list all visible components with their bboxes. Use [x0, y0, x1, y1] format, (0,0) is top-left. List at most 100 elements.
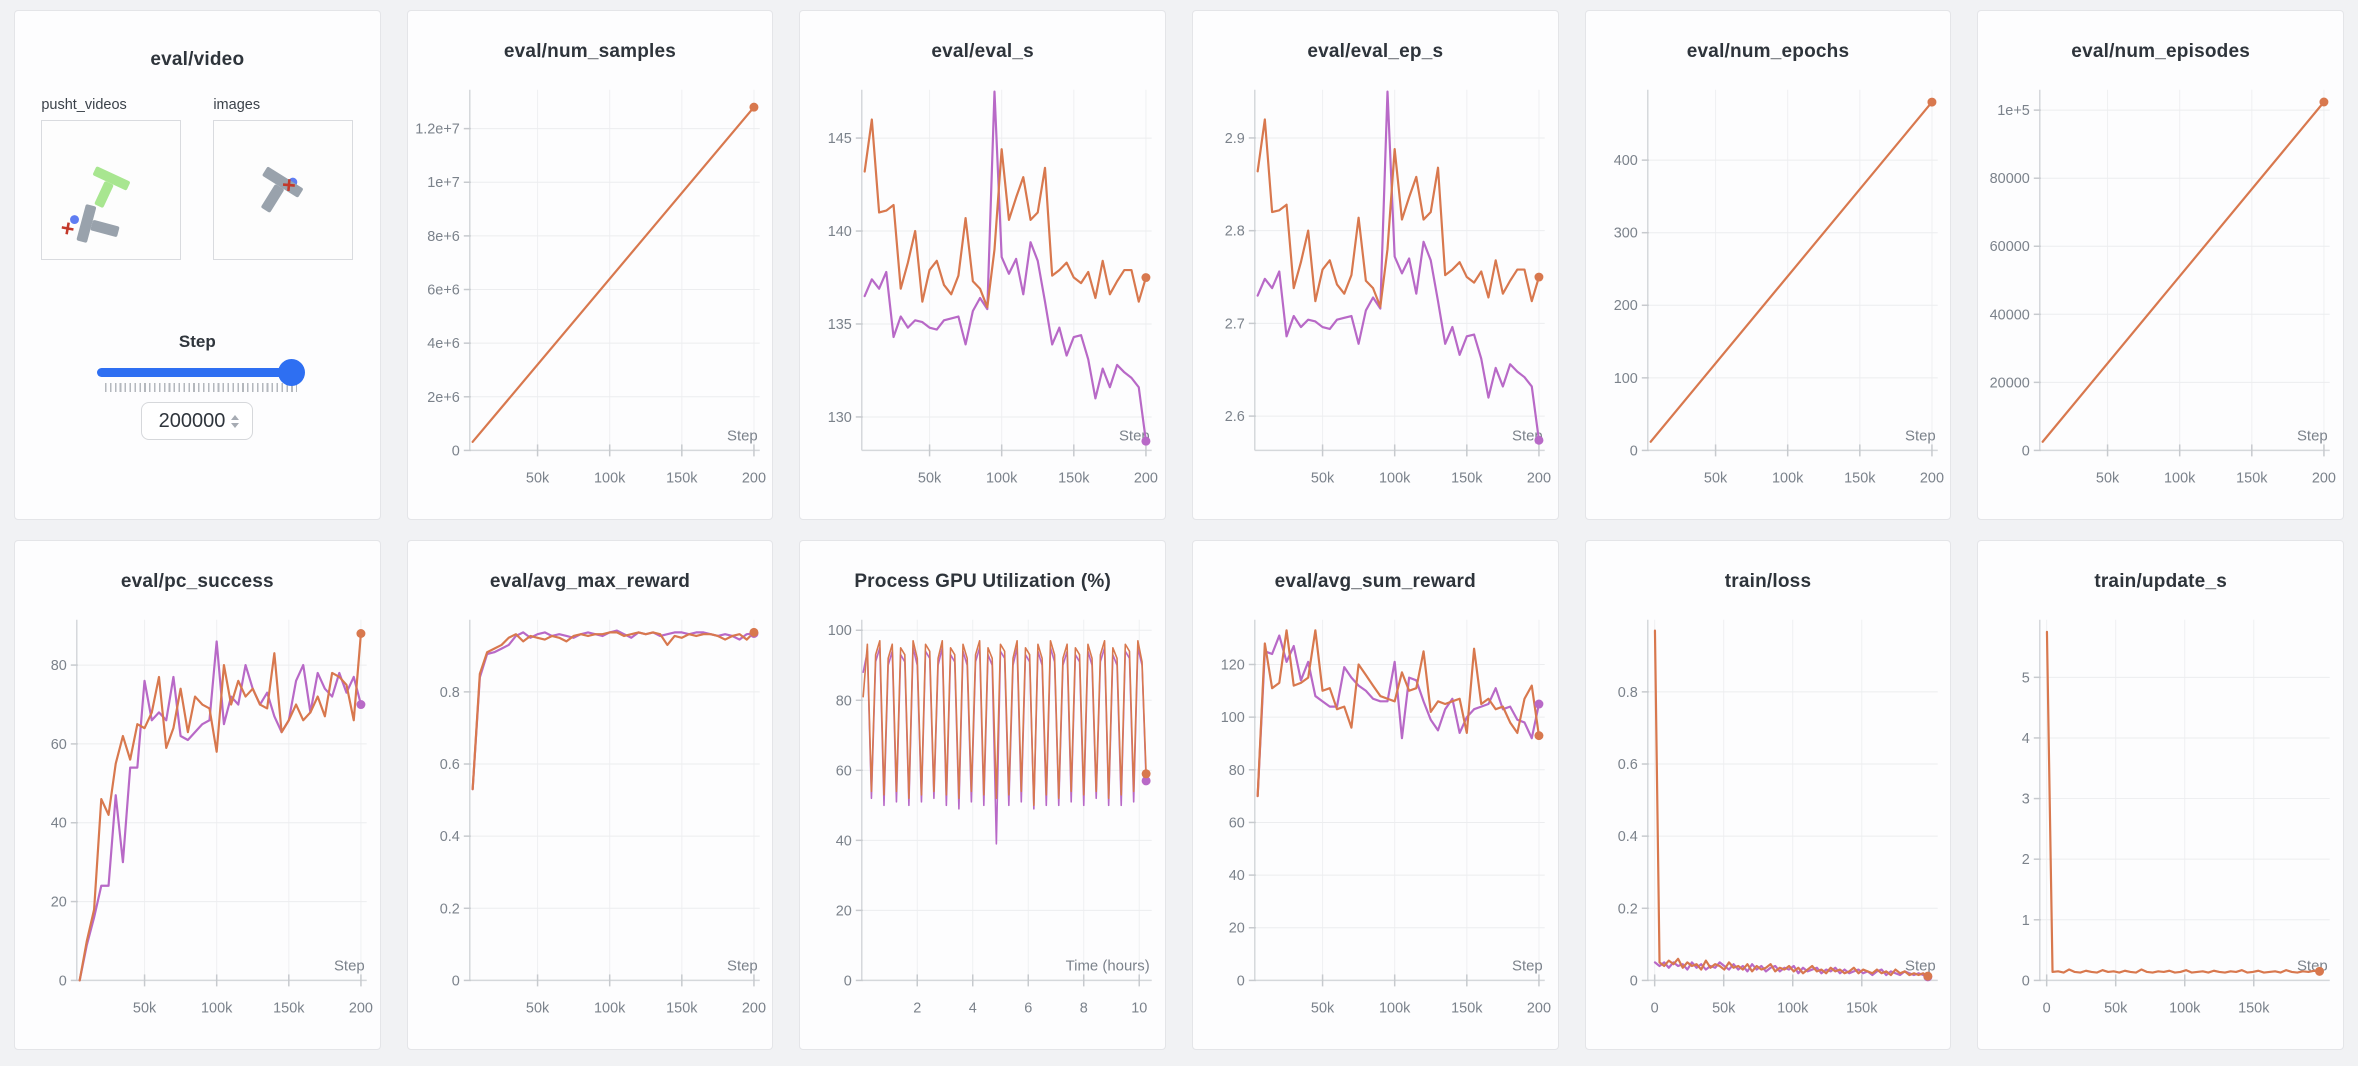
svg-text:130: 130	[828, 410, 852, 426]
panel-title: eval/avg_max_reward	[489, 571, 691, 592]
svg-text:2: 2	[2022, 852, 2030, 868]
svg-text:60: 60	[836, 763, 852, 779]
line-chart-eval-num-episodes[interactable]: 50k 100k 150k 200 0 20000 40000 60000 80000 1e+5 S…	[1978, 69, 2343, 513]
svg-text:150k: 150k	[666, 470, 698, 486]
svg-text:40: 40	[836, 833, 852, 849]
svg-text:Step: Step	[727, 427, 758, 444]
svg-text:2.6: 2.6	[1225, 409, 1245, 425]
svg-text:20: 20	[51, 895, 67, 911]
svg-text:145: 145	[828, 131, 852, 147]
svg-text:0.4: 0.4	[439, 829, 459, 845]
svg-text:60: 60	[1229, 815, 1245, 831]
pusht-video-thumbnail[interactable]	[41, 120, 182, 260]
svg-text:100k: 100k	[1772, 470, 1804, 486]
svg-text:0.8: 0.8	[1617, 685, 1637, 701]
svg-text:1: 1	[2022, 913, 2030, 929]
panel-title: eval/eval_ep_s	[1307, 41, 1444, 62]
line-chart-train-loss[interactable]: 0 50k 100k 150k 0 0.2 0.4 0.6 0.8 Step	[1586, 599, 1951, 1043]
line-chart-eval-num-samples[interactable]: 50k 100k 150k 200 0 2e+6 4e+6 6e+6 8e+6 1e+7 1.2e+…	[408, 69, 773, 513]
svg-text:1e+7: 1e+7	[427, 175, 460, 191]
svg-text:5: 5	[2022, 670, 2030, 686]
images-thumbnail[interactable]	[213, 120, 354, 260]
panel-eval-eval-s: eval/eval_s 50k 100k 150k 200 130 135 140 145 St…	[799, 10, 1166, 520]
line-chart-eval-pc-success[interactable]: 50k 100k 150k 200 0 20 40 60 80 Step	[15, 599, 380, 1043]
svg-text:0: 0	[451, 443, 459, 459]
panel-title: eval/num_samples	[503, 41, 677, 62]
panel-title: Process GPU Utilization (%)	[854, 571, 1111, 592]
svg-text:200: 200	[1920, 470, 1944, 486]
svg-text:50k: 50k	[1712, 1000, 1736, 1016]
step-slider-label: Step	[178, 332, 216, 351]
svg-text:400: 400	[1613, 153, 1637, 169]
line-chart-eval-avg-sum-reward[interactable]: 50k 100k 150k 200 0 20 40 60 80 100 120 Step	[1193, 599, 1558, 1043]
svg-text:20: 20	[1229, 921, 1245, 937]
svg-text:0.6: 0.6	[1617, 757, 1637, 773]
panel-title: eval/video	[150, 49, 245, 70]
line-chart-eval-avg-max-reward[interactable]: 50k 100k 150k 200 0 0.2 0.4 0.6 0.8 Step	[408, 599, 773, 1043]
svg-text:4e+6: 4e+6	[427, 336, 460, 352]
step-up-icon[interactable]	[231, 414, 240, 420]
stepper-arrows[interactable]	[231, 414, 240, 428]
svg-text:120: 120	[1221, 657, 1245, 673]
panel-eval-pc-success: eval/pc_success 50k 100k 150k 200 0 20 40 60 80 S…	[14, 540, 381, 1050]
step-slider-ruler	[105, 383, 298, 392]
svg-text:100k: 100k	[1379, 1000, 1411, 1016]
panel-eval-avg-sum-reward: eval/avg_sum_reward 50k 100k 150k 200 0 20 40 6…	[1191, 540, 1559, 1050]
svg-text:300: 300	[1613, 226, 1637, 242]
panel-eval-num-episodes: eval/num_episodes 50k 100k 150k 200 0 20000 40…	[1977, 10, 2344, 520]
svg-text:100k: 100k	[2169, 1000, 2201, 1016]
panel-title: eval/num_episodes	[2071, 41, 2250, 62]
svg-text:0: 0	[844, 973, 852, 989]
panel-eval-video: eval/video pusht_videos	[14, 10, 381, 520]
svg-text:20: 20	[836, 903, 852, 919]
svg-text:0: 0	[1629, 443, 1637, 459]
svg-text:150k: 150k	[1451, 1000, 1483, 1016]
panel-eval-eval-ep-s: eval/eval_ep_s 50k 100k 150k 200 2.6 2.7 2.8 2.…	[1191, 10, 1559, 520]
step-number-field[interactable]	[141, 402, 254, 440]
panel-eval-avg-max-reward: eval/avg_max_reward 50k 100k 150k 200 0 0.2 0.…	[406, 540, 774, 1050]
step-number-input[interactable]	[155, 409, 226, 433]
svg-text:Step: Step	[727, 957, 758, 974]
svg-text:80000: 80000	[1990, 171, 2030, 187]
svg-text:8e+6: 8e+6	[427, 229, 460, 245]
svg-text:2.8: 2.8	[1225, 224, 1245, 240]
panel-title: eval/avg_sum_reward	[1274, 571, 1476, 592]
svg-text:2.7: 2.7	[1225, 316, 1245, 332]
step-down-icon[interactable]	[231, 422, 240, 428]
svg-text:100: 100	[1613, 371, 1637, 387]
svg-text:2.9: 2.9	[1225, 131, 1245, 147]
svg-text:6e+6: 6e+6	[427, 283, 460, 299]
svg-text:140: 140	[828, 224, 852, 240]
svg-text:0: 0	[2022, 443, 2030, 459]
svg-text:10: 10	[1132, 1000, 1148, 1016]
svg-text:150k: 150k	[2238, 1000, 2270, 1016]
svg-text:Step: Step	[2297, 427, 2328, 444]
pusht-image	[261, 167, 304, 213]
svg-text:100k: 100k	[1379, 470, 1411, 486]
step-slider-track[interactable]	[97, 359, 306, 386]
svg-text:50k: 50k	[918, 470, 942, 486]
thumbnail-label: images	[213, 97, 261, 113]
panel-train-update-s: train/update_s 0 50k 100k 150k 0 1 2 3 4 5 Step	[1977, 540, 2344, 1050]
svg-text:0.4: 0.4	[1617, 829, 1637, 845]
panel-title: eval/num_epochs	[1686, 41, 1850, 62]
svg-text:150k: 150k	[1844, 470, 1876, 486]
svg-text:0.8: 0.8	[439, 685, 459, 701]
svg-text:150k: 150k	[1058, 470, 1090, 486]
step-slider[interactable]	[97, 359, 306, 392]
svg-text:135: 135	[828, 317, 852, 333]
svg-text:4: 4	[969, 1000, 977, 1016]
svg-text:200: 200	[1527, 1000, 1551, 1016]
svg-text:200: 200	[1527, 470, 1551, 486]
svg-text:200: 200	[1613, 298, 1637, 314]
svg-text:200: 200	[742, 1000, 766, 1016]
svg-text:0.2: 0.2	[439, 901, 459, 917]
svg-text:80: 80	[51, 658, 67, 674]
step-slider-handle[interactable]	[278, 359, 306, 386]
thumbnail-label: pusht_videos	[41, 97, 127, 113]
line-chart-eval-num-epochs[interactable]: 50k 100k 150k 200 0 100 200 300 400 Step	[1586, 69, 1951, 513]
